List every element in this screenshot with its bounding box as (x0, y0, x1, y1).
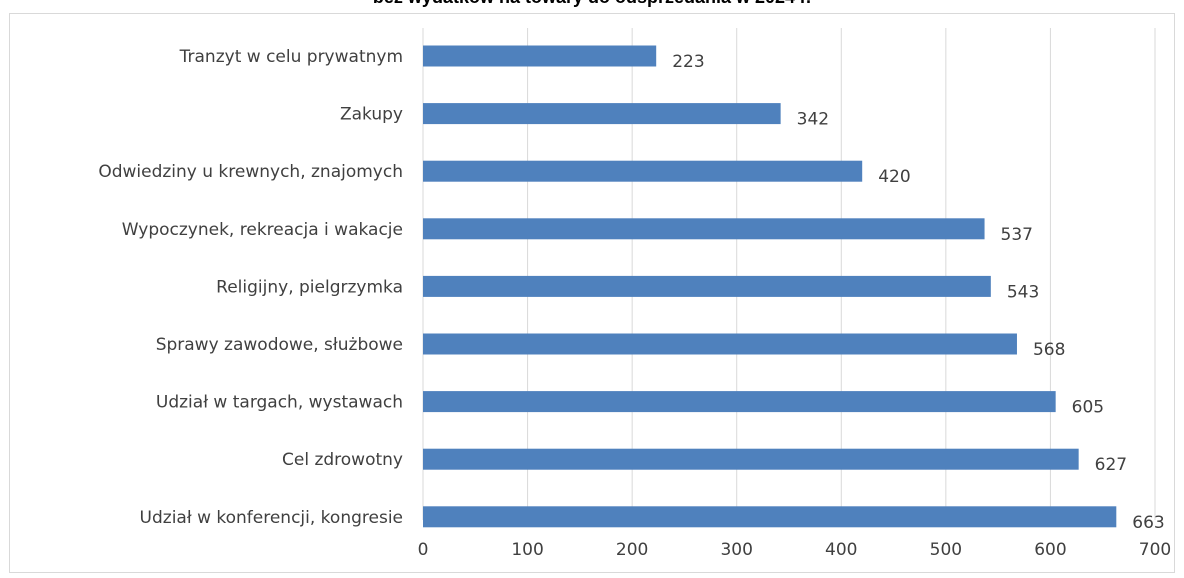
x-tick-label: 100 (511, 540, 543, 560)
bar (423, 506, 1117, 528)
bar (423, 45, 657, 67)
category-label: Cel zdrowotny (282, 450, 403, 470)
bar (423, 333, 1017, 355)
category-label: Udział w targach, wystawach (156, 393, 403, 413)
x-tick-label: 200 (616, 540, 648, 560)
category-label: Udział w konferencji, kongresie (140, 508, 403, 528)
x-tick-label: 700 (1139, 540, 1171, 560)
data-label: 605 (1072, 398, 1104, 418)
x-tick-label: 0 (418, 540, 429, 560)
x-tick-label: 500 (930, 540, 962, 560)
data-label: 223 (672, 52, 704, 72)
bar (423, 218, 985, 240)
bar (423, 160, 863, 182)
x-tick-label: 300 (720, 540, 752, 560)
chart-frame (9, 13, 1175, 573)
data-label: 342 (797, 110, 829, 130)
bar (423, 103, 781, 125)
category-label: Odwiedziny u krewnych, znajomych (98, 162, 403, 182)
data-label: 568 (1033, 340, 1065, 360)
data-label: 420 (878, 167, 910, 187)
bar (423, 391, 1056, 413)
category-label: Religijny, pielgrzymka (216, 277, 403, 297)
category-label: Wypoczynek, rekreacja i wakacje (122, 220, 403, 240)
category-label: Tranzyt w celu prywatnym (179, 47, 403, 67)
category-label: Zakupy (340, 105, 403, 125)
bar (423, 448, 1079, 470)
x-tick-label: 600 (1034, 540, 1066, 560)
bar (423, 275, 991, 297)
data-label: 537 (1001, 225, 1033, 245)
data-label: 543 (1007, 282, 1039, 302)
data-label: 627 (1095, 455, 1127, 475)
data-label: 663 (1132, 513, 1164, 533)
x-tick-label: 400 (825, 540, 857, 560)
category-label: Sprawy zawodowe, służbowe (156, 335, 403, 355)
chart-title: bez wydatków na towary do odsprzedania w… (0, 0, 1184, 8)
